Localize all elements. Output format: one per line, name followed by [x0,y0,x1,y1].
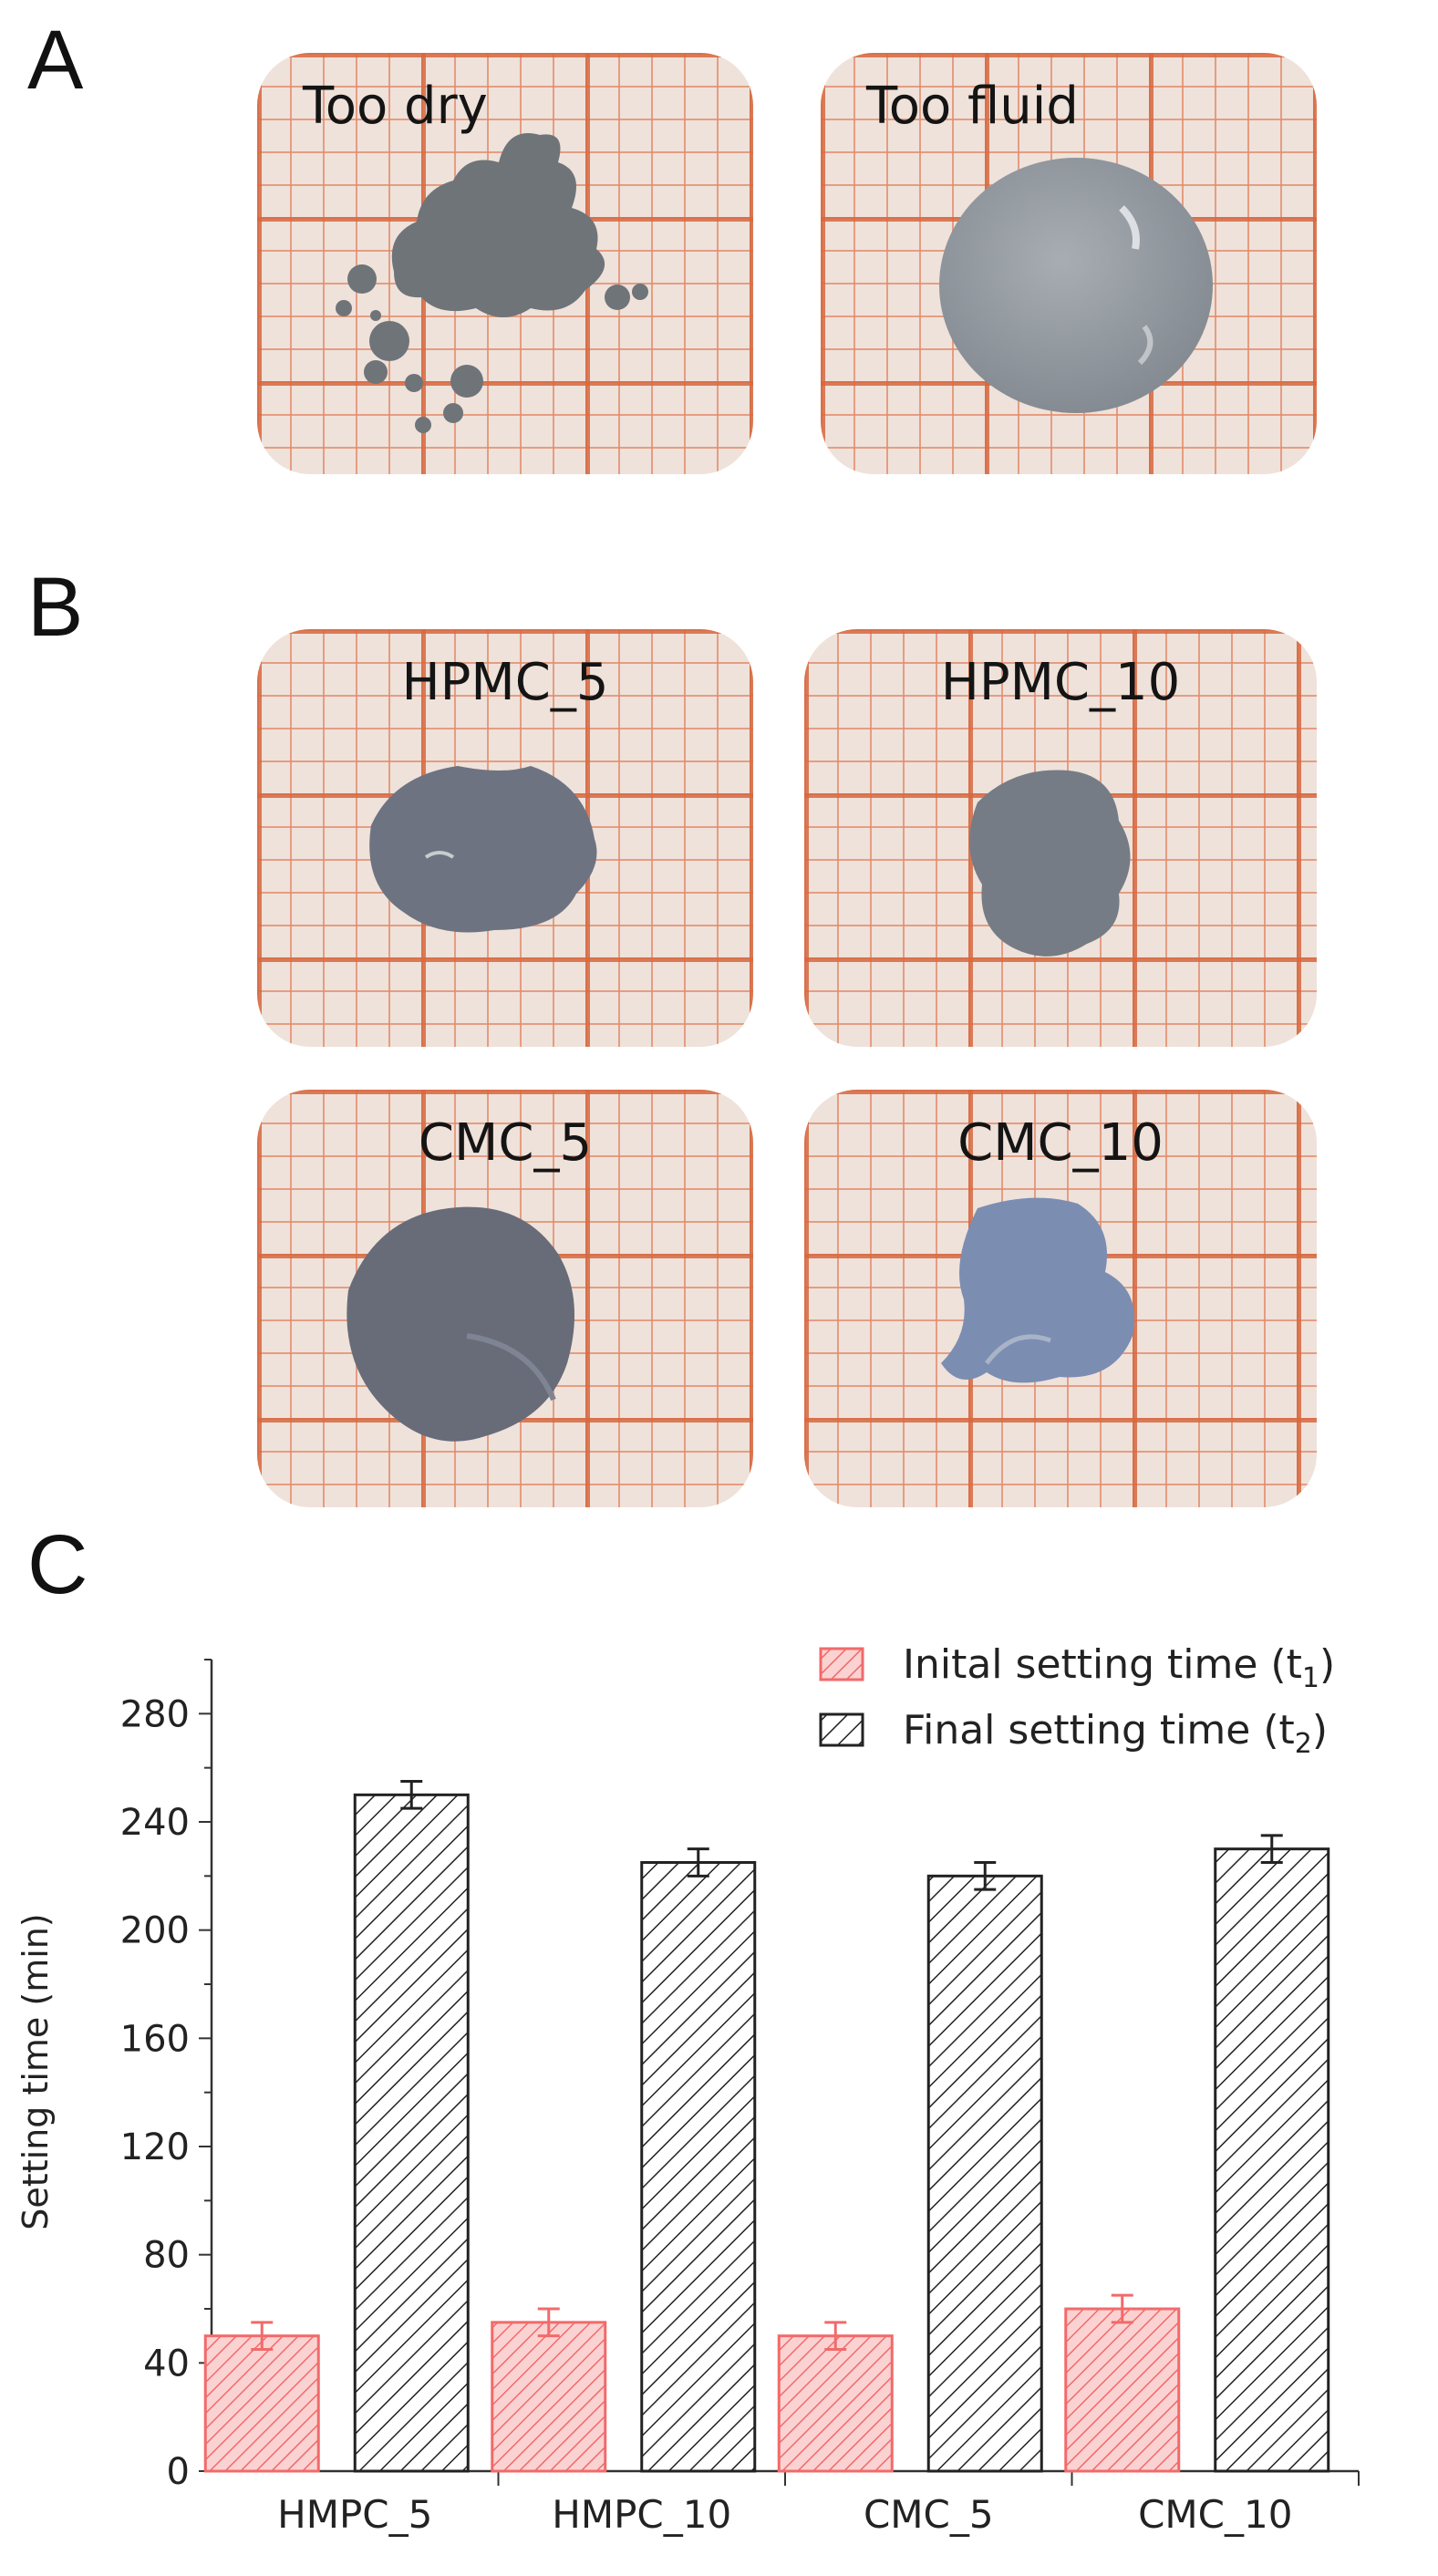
y-tick-label: 80 [143,2235,190,2277]
final-setting-bar [640,1861,757,2473]
photo-too-fluid: Too fluid [821,53,1317,474]
panel-label-b: B [27,561,84,654]
photo-caption: CMC_5 [418,1113,593,1173]
initial-setting-bar [491,2321,607,2473]
cmc-10-sample [941,1197,1134,1383]
legend-label-initial: Inital setting time (t1) [903,1641,1335,1694]
photo-caption: Too fluid [866,77,1079,136]
photo-caption: HPMC_10 [940,653,1181,712]
y-tick-label: 280 [120,1693,190,1735]
panel-label-a: A [27,14,84,107]
photo-hpmc-10: HPMC_10 [804,629,1317,1047]
y-tick-label: 40 [143,2343,190,2385]
panel-label-c: C [27,1518,88,1611]
photo-caption: Too dry [303,77,488,136]
legend-label-final: Final setting time (t2) [903,1707,1328,1760]
cmc-5-sample [347,1206,574,1442]
final-setting-bar [1214,1847,1330,2473]
legend-swatch-initial [819,1647,864,1681]
initial-setting-bar [1064,2307,1181,2473]
final-setting-bar [353,1793,470,2473]
photo-cmc-10: CMC_10 [804,1090,1317,1507]
photo-hpmc-5: HPMC_5 [257,629,753,1047]
setting-time-bar-chart: 0 40 80 120 160 200 240 280 HMPC_5 HMPC_10 CMC_5 CM… [16,1641,1360,2537]
x-tick-label: CMC_10 [1138,2492,1292,2537]
y-tick-label: 0 [167,2451,190,2493]
photo-caption: CMC_10 [957,1113,1164,1173]
final-setting-bar [926,1874,1043,2473]
y-tick-label: 120 [120,2126,190,2168]
x-tick-label: HMPC_5 [277,2492,432,2537]
hpmc-10-sample [969,770,1131,957]
photo-caption: HPMC_5 [401,653,609,712]
initial-setting-bar [777,2334,894,2473]
chart-bars [203,1780,1330,2473]
legend-swatch-final [819,1712,864,1747]
fluid-drop-sample [939,158,1213,413]
x-tick-label: HMPC_10 [552,2492,731,2537]
dry-powder-sample [336,133,648,433]
hpmc-5-sample [369,766,597,933]
photo-cmc-5: CMC_5 [257,1090,753,1507]
initial-setting-bar [203,2334,320,2473]
y-tick-label: 200 [120,1910,190,1952]
chart-legend: Inital setting time (t1) Final setting ti… [819,1641,1335,1760]
y-axis-label: Setting time (min) [16,1913,56,2229]
x-tick-label: CMC_5 [864,2492,994,2537]
photo-too-dry: Too dry [257,53,753,474]
y-tick-label: 160 [120,2018,190,2060]
y-tick-label: 240 [120,1802,190,1844]
